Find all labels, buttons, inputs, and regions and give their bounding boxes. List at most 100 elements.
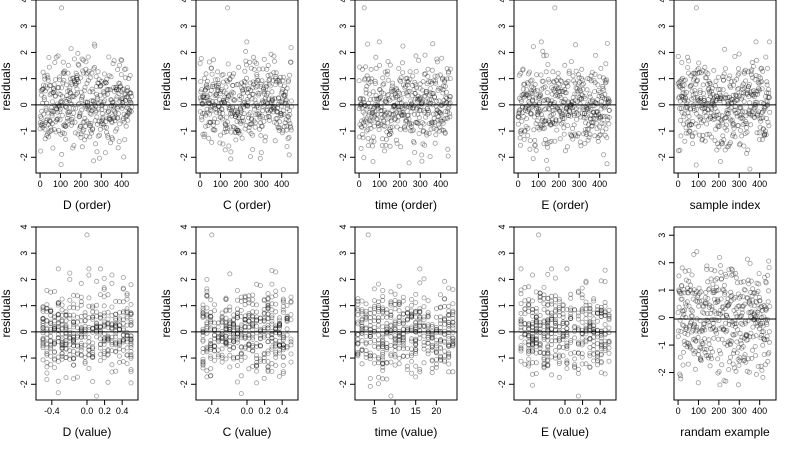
data-point bbox=[234, 310, 240, 316]
data-point bbox=[232, 114, 238, 120]
data-point bbox=[280, 342, 286, 348]
data-point bbox=[93, 74, 99, 80]
data-point bbox=[596, 133, 602, 139]
data-point bbox=[598, 351, 604, 357]
data-point bbox=[767, 303, 773, 309]
data-point bbox=[128, 282, 134, 288]
data-point bbox=[359, 347, 365, 353]
data-point bbox=[518, 127, 524, 133]
data-point bbox=[738, 320, 744, 326]
data-point bbox=[730, 271, 736, 277]
data-point bbox=[373, 66, 379, 72]
data-point bbox=[257, 356, 263, 362]
data-point bbox=[681, 114, 687, 120]
y-axis-label: residuals bbox=[159, 62, 173, 110]
data-point bbox=[699, 339, 705, 345]
data-point bbox=[404, 82, 410, 88]
data-point bbox=[372, 109, 378, 115]
data-point bbox=[263, 81, 269, 87]
data-point bbox=[376, 96, 382, 102]
data-point bbox=[118, 72, 124, 78]
data-point bbox=[596, 115, 602, 121]
data-point bbox=[765, 65, 771, 71]
data-point bbox=[360, 96, 366, 102]
data-point bbox=[549, 338, 555, 344]
data-point bbox=[95, 69, 101, 75]
data-point bbox=[587, 364, 593, 370]
data-point bbox=[273, 309, 279, 315]
y-tick-label: 4 bbox=[19, 0, 29, 3]
data-point bbox=[89, 70, 95, 76]
data-point bbox=[238, 298, 244, 304]
data-point bbox=[758, 118, 764, 124]
data-point bbox=[545, 98, 551, 104]
data-point bbox=[377, 95, 383, 101]
data-point bbox=[602, 348, 608, 354]
data-point bbox=[355, 340, 361, 346]
data-point bbox=[121, 86, 127, 92]
data-point bbox=[44, 305, 50, 311]
data-point bbox=[234, 306, 240, 312]
data-point bbox=[605, 101, 611, 107]
data-point bbox=[253, 61, 259, 67]
data-point bbox=[541, 125, 547, 131]
data-point bbox=[709, 317, 715, 323]
data-point bbox=[254, 317, 260, 323]
data-point bbox=[387, 128, 393, 134]
data-point bbox=[420, 128, 426, 134]
data-point bbox=[589, 123, 595, 129]
data-point bbox=[274, 109, 280, 115]
data-point bbox=[55, 339, 61, 345]
data-point bbox=[579, 307, 585, 313]
data-point bbox=[425, 298, 431, 304]
data-point bbox=[583, 299, 589, 305]
data-point bbox=[415, 93, 421, 99]
data-point bbox=[363, 340, 369, 346]
data-point bbox=[598, 115, 604, 121]
data-point bbox=[115, 145, 121, 151]
data-point bbox=[760, 335, 766, 341]
data-point bbox=[78, 325, 84, 331]
data-point bbox=[683, 96, 689, 102]
data-point bbox=[200, 337, 206, 343]
data-point bbox=[65, 62, 71, 68]
data-point bbox=[255, 83, 261, 89]
data-point bbox=[101, 323, 107, 329]
data-point bbox=[245, 99, 251, 105]
data-point bbox=[445, 106, 451, 112]
data-point bbox=[41, 122, 47, 128]
data-point bbox=[215, 335, 221, 341]
y-tick-label: 3 bbox=[179, 251, 189, 256]
data-point bbox=[279, 89, 285, 95]
data-point bbox=[113, 341, 119, 347]
data-point bbox=[564, 307, 570, 313]
data-point bbox=[569, 105, 575, 111]
data-point bbox=[568, 295, 574, 301]
data-point bbox=[109, 338, 115, 344]
data-point bbox=[549, 326, 555, 332]
data-point bbox=[57, 106, 63, 112]
data-point bbox=[276, 343, 282, 349]
data-point bbox=[579, 330, 585, 336]
data-point bbox=[269, 97, 275, 103]
data-point bbox=[766, 288, 772, 294]
data-point bbox=[435, 73, 441, 79]
x-axis-label: D (order) bbox=[63, 198, 111, 212]
data-point bbox=[371, 325, 377, 331]
data-point bbox=[392, 343, 398, 349]
data-point bbox=[572, 91, 578, 97]
data-point bbox=[200, 93, 206, 99]
data-point bbox=[76, 114, 82, 120]
data-point bbox=[606, 307, 612, 313]
data-point bbox=[685, 285, 691, 291]
data-point bbox=[63, 312, 69, 318]
data-point bbox=[124, 308, 130, 314]
data-point bbox=[421, 322, 427, 328]
data-point bbox=[718, 276, 724, 282]
data-point bbox=[423, 130, 429, 136]
data-point bbox=[575, 393, 581, 399]
data-point bbox=[601, 113, 607, 119]
data-point bbox=[120, 317, 126, 323]
data-point bbox=[128, 312, 134, 318]
data-point bbox=[433, 337, 439, 343]
